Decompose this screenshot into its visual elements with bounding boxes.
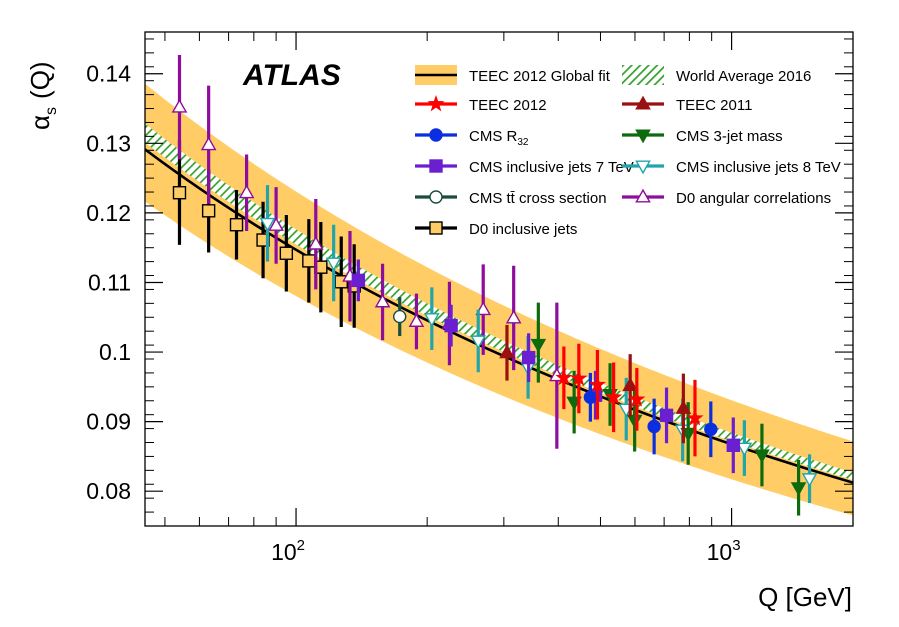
d0ang-point bbox=[374, 293, 391, 308]
teec2012-point bbox=[588, 375, 606, 393]
legend-label: CMS 3-jet mass bbox=[676, 128, 783, 145]
d0ang-point bbox=[200, 136, 217, 151]
series-cms3jet bbox=[530, 302, 807, 516]
legend-entry-fit: TEEC 2012 Global fit bbox=[415, 65, 611, 85]
teec2012-point bbox=[605, 388, 623, 405]
teec2012-point bbox=[570, 369, 588, 386]
legend-label: D0 angular correlations bbox=[676, 190, 831, 207]
cmsinc8-point bbox=[259, 217, 276, 232]
legend-entry-cms3jet: CMS 3-jet mass bbox=[622, 128, 783, 145]
teec2012-point bbox=[555, 368, 573, 386]
legend-marker-symbol bbox=[429, 221, 443, 235]
legend-entry-teec2011: TEEC 2011 bbox=[622, 95, 752, 114]
d0inc-point bbox=[302, 254, 316, 268]
legend-label: CMS R32 bbox=[469, 128, 529, 148]
d0ang-point bbox=[408, 313, 425, 327]
cms3jet-point bbox=[530, 338, 547, 353]
cmsinc8-point bbox=[325, 257, 342, 272]
y-tick-label: 0.14 bbox=[86, 61, 131, 87]
legend-label: TEEC 2012 Global fit bbox=[469, 68, 611, 85]
cms3jet-point bbox=[754, 449, 770, 464]
plot-frame bbox=[144, 31, 854, 527]
legend-marker-symbol bbox=[635, 129, 651, 144]
legend-label: TEEC 2011 bbox=[676, 97, 752, 114]
d0inc-point bbox=[201, 204, 216, 218]
legend-marker-symbol bbox=[635, 188, 651, 203]
legend-label: TEEC 2012 bbox=[469, 97, 547, 114]
legend-entry-teec2012: TEEC 2012 bbox=[415, 94, 547, 114]
legend: TEEC 2012 Global fit World Average 2016 TE… bbox=[415, 65, 841, 238]
cmsr32-point bbox=[647, 419, 661, 434]
cmsinc8-point bbox=[424, 313, 440, 327]
x-tick-label: 103 bbox=[707, 537, 741, 565]
y-tick-label: 0.11 bbox=[88, 269, 131, 295]
teec2012-point bbox=[628, 390, 646, 407]
legend-entry-cmstt: CMS tt̄ cross section bbox=[415, 190, 607, 207]
legend-entry-d0inc: D0 inclusive jets bbox=[415, 221, 577, 238]
series-teec2012 bbox=[555, 343, 704, 457]
legend-entry-d0ang: D0 angular correlations bbox=[622, 188, 831, 207]
series-cmsr32 bbox=[583, 372, 718, 458]
x-tick-label: 102 bbox=[271, 537, 305, 565]
legend-label: CMS inclusive jets 8 TeV bbox=[676, 159, 841, 176]
d0ang-point bbox=[238, 184, 255, 199]
fit-uncertainty-band bbox=[145, 83, 853, 516]
y-tick-label: 0.08 bbox=[86, 478, 131, 504]
cmsinc7-point bbox=[444, 318, 458, 333]
legend-entry-wa: World Average 2016 bbox=[622, 65, 811, 85]
cmsinc7-point bbox=[659, 408, 674, 423]
legend-entry-cmsr32: CMS R32 bbox=[415, 128, 529, 148]
legend-entry-cmsinc7: CMS inclusive jets 7 TeV bbox=[415, 159, 634, 176]
y-axis-label: αs(Q) bbox=[25, 61, 60, 130]
series-d0inc bbox=[172, 140, 361, 328]
d0ang-point bbox=[171, 98, 188, 113]
d0inc-point bbox=[172, 186, 187, 200]
series-cmstt bbox=[393, 297, 407, 337]
legend-marker-symbol bbox=[429, 128, 443, 142]
cmsr32-point bbox=[704, 422, 718, 436]
y-tick-label: 0.13 bbox=[86, 130, 131, 156]
legend-entry-cmsinc8: CMS inclusive jets 8 TeV bbox=[622, 159, 841, 176]
teec2012-point bbox=[686, 409, 704, 426]
x-axis-label: Q [GeV] bbox=[758, 582, 852, 612]
legend-marker-symbol bbox=[429, 159, 443, 173]
cmsinc7-point bbox=[726, 438, 740, 452]
cmsinc7-point bbox=[521, 350, 536, 365]
cmstt-point bbox=[393, 309, 407, 324]
legend-label: CMS tt̄ cross section bbox=[469, 190, 607, 207]
teec2011-point bbox=[675, 400, 692, 414]
legend-marker-symbol bbox=[427, 94, 445, 112]
y-tick-label: 0.09 bbox=[86, 409, 131, 435]
experiment-label: ATLAS bbox=[242, 59, 341, 92]
d0ang-point bbox=[307, 235, 324, 250]
teec2011-point bbox=[499, 344, 515, 359]
legend-wa-symbol bbox=[622, 65, 664, 85]
legend-label: World Average 2016 bbox=[676, 68, 811, 85]
legend-marker-symbol bbox=[429, 190, 443, 204]
legend-marker-symbol bbox=[635, 95, 651, 110]
legend-label: D0 inclusive jets bbox=[469, 221, 577, 238]
cmsr32-point bbox=[583, 390, 598, 404]
teec2011-point bbox=[622, 377, 638, 391]
d0ang-point bbox=[268, 217, 284, 231]
d0inc-point bbox=[229, 218, 244, 232]
y-tick-label: 0.12 bbox=[86, 200, 131, 226]
cmsinc8-point bbox=[801, 473, 818, 488]
d0inc-point bbox=[279, 246, 294, 260]
cmsinc8-point bbox=[470, 335, 487, 350]
cmsinc8-point bbox=[736, 442, 753, 457]
series-teec2011 bbox=[499, 324, 692, 444]
y-tick-label: 0.1 bbox=[99, 339, 131, 365]
legend-label: CMS inclusive jets 7 TeV bbox=[469, 159, 634, 176]
d0ang-point bbox=[505, 309, 522, 324]
legend-marker-symbol bbox=[635, 160, 651, 175]
d0ang-point bbox=[475, 301, 492, 316]
cmsinc7-point bbox=[351, 273, 366, 288]
cms3jet-point bbox=[790, 482, 807, 497]
series-d0ang bbox=[171, 54, 565, 449]
